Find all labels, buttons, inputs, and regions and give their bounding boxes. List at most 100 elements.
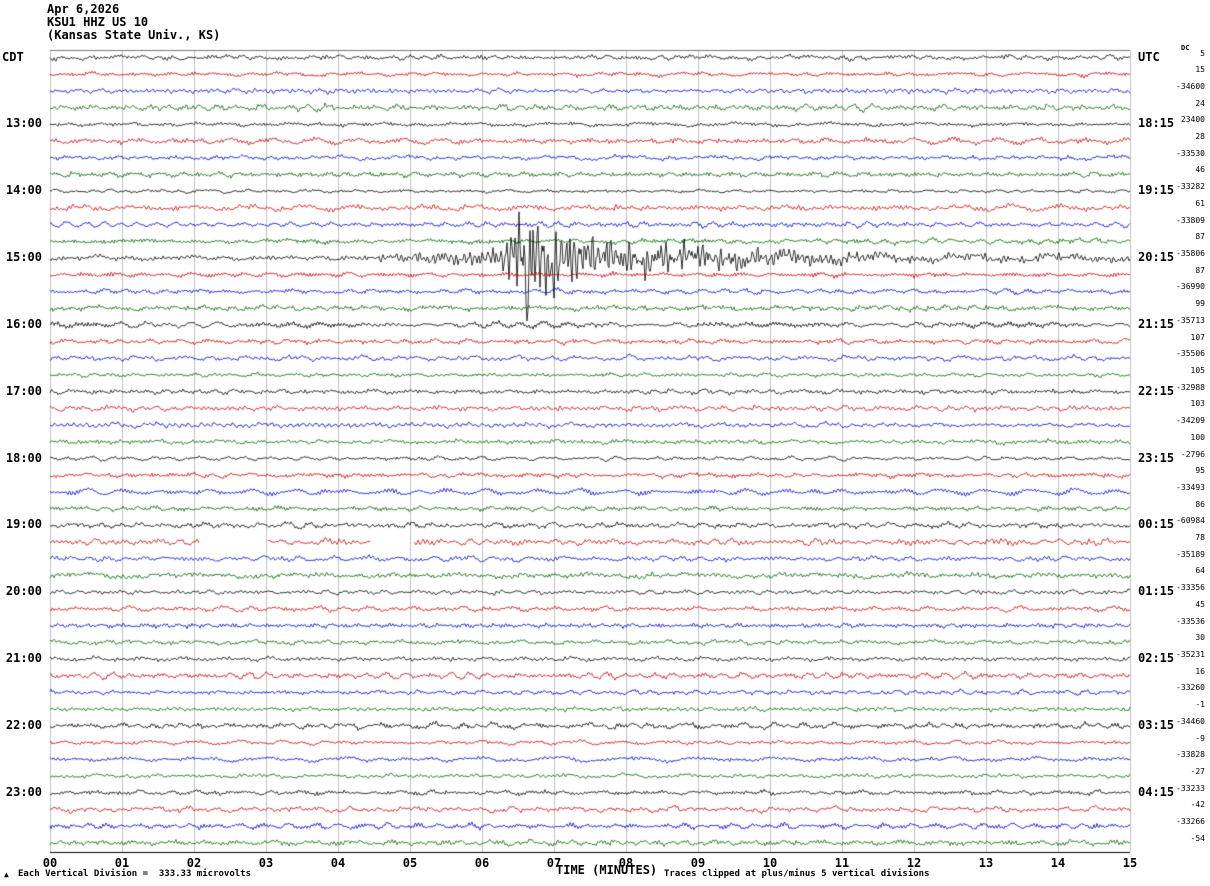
dc-offset-value: 23400 [1180,115,1205,125]
x-axis-tick-label: 05 [402,856,418,870]
division-note: Each Vertical Division = 333.33 microvol… [18,869,251,879]
left-timezone-label: CDT [2,49,24,64]
left-time-label: 17:00 [5,383,42,398]
dc-offset-value: 95 [1195,466,1205,476]
left-time-labels: CDT 13:00 14:00 15:00 16:00 17:00 18:00 19:00 20… [0,0,46,886]
dc-offset-values: 5 15 -34600 24 23400 28 -33530 46 -33282 61 -33809… [1148,0,1207,886]
dc-offset-value: 99 [1195,299,1205,309]
right-time-label: 00:15 [1138,517,1175,532]
dc-offset-value: 105 [1190,365,1205,375]
right-timezone-label: UTC [1138,49,1160,64]
dc-offset-value: -35506 [1176,349,1205,359]
right-time-labels: UTC 18:15 19:15 20:15 21:15 22:15 23:15 00:15 01… [1134,0,1180,886]
dc-offset-value: 15 [1195,65,1205,75]
right-time-label: 21:15 [1138,316,1175,331]
left-time-label: 22:00 [5,717,42,732]
left-time-label: 20:00 [5,584,42,599]
logo-mark: ▲ [4,870,9,879]
x-axis-tick-label: 01 [114,856,130,870]
dc-offset-value: -27 [1190,766,1205,776]
dc-offset-label: DC [1181,44,1190,52]
dc-offset-value: -60984 [1176,516,1205,526]
dc-offset-value: -35713 [1176,315,1205,325]
dc-offset-value: -42 [1190,800,1205,810]
dc-offset-value: 78 [1195,533,1205,543]
dc-offset-value: 103 [1190,399,1205,409]
left-time-label: 18:00 [5,450,42,465]
x-axis-tick-label: 06 [474,856,490,870]
dc-offset-value: 5 [1200,48,1205,58]
clip-note: Traces clipped at plus/minus 5 vertical … [664,869,930,879]
x-axis-tick-label: 02 [186,856,202,870]
dc-offset-value: -33356 [1176,583,1205,593]
x-axis-tick-label: 04 [330,856,346,870]
dc-offset-value: -33536 [1176,616,1205,626]
dc-offset-value: 100 [1190,432,1205,442]
dc-offset-value: -33266 [1176,817,1205,827]
right-time-label: 03:15 [1138,717,1175,732]
dc-offset-value: 107 [1190,332,1205,342]
left-time-label: 14:00 [5,183,42,198]
dc-offset-value: -33530 [1176,148,1205,158]
dc-offset-value: -35189 [1176,549,1205,559]
dc-offset-value: -34460 [1176,716,1205,726]
x-axis-tick-label: 09 [690,856,706,870]
dc-offset-value: 64 [1195,566,1205,576]
dc-offset-value: -33493 [1176,482,1205,492]
dc-offset-value: -33809 [1176,215,1205,225]
right-time-label: 20:15 [1138,250,1175,264]
dc-offset-value: 30 [1195,633,1205,643]
dc-offset-value: 61 [1195,198,1205,208]
left-time-label: 19:00 [5,517,42,532]
right-time-label: 04:15 [1138,784,1175,799]
left-time-label: 15:00 [5,250,42,264]
left-time-label: 21:00 [5,651,42,665]
dc-offset-value: -34209 [1176,416,1205,426]
right-time-label: 02:15 [1138,651,1175,665]
x-axis-title: TIME (MINUTES) [556,863,658,877]
right-time-label: 23:15 [1138,450,1175,465]
dc-offset-value: -9 [1195,733,1205,743]
dc-offset-value: -33828 [1176,750,1205,760]
dc-offset-value: -54 [1190,833,1205,843]
dc-offset-value: -2796 [1180,449,1205,459]
dc-offset-value: 87 [1195,232,1205,242]
x-axis-tick-label: 07 [546,856,562,870]
x-axis-tick-label: 03 [258,856,274,870]
x-axis-tick-label: 10 [762,856,778,870]
dc-offset-value: -33233 [1176,783,1205,793]
header: Apr 6,2026 KSU1 HHZ US 10 (Kansas State … [47,3,220,42]
dc-offset-value: 87 [1195,265,1205,275]
dc-offset-value: -35231 [1176,650,1205,659]
dc-offset-value: 86 [1195,499,1205,509]
left-time-label: 23:00 [5,784,42,799]
dc-offset-value: -36990 [1176,282,1205,292]
header-affiliation: (Kansas State Univ., KS) [47,28,221,42]
dc-offset-value: 46 [1195,165,1205,175]
dc-offset-value: -33282 [1176,182,1205,192]
dc-offset-value: 28 [1195,132,1205,142]
dc-offset-value: -1 [1195,700,1205,710]
right-time-label: 01:15 [1138,584,1175,599]
dc-offset-value: 16 [1195,666,1205,676]
x-axis-tick-label: 13 [978,856,994,870]
dc-offset-value: -35806 [1176,249,1205,258]
header-date: Apr 6,2026 [47,2,120,16]
x-axis-tick-label: 08 [618,856,634,870]
right-time-label: 22:15 [1138,383,1175,398]
dc-offset-value: -34600 [1176,81,1205,91]
dc-offset-value: -33260 [1176,683,1205,693]
x-axis-tick-label: 00 [42,856,58,870]
dc-offset-value: 24 [1195,98,1205,108]
left-time-label: 13:00 [5,116,42,131]
x-axis-tick-label: 12 [906,856,922,870]
dc-offset-value: -32988 [1176,382,1205,392]
right-time-label: 18:15 [1138,116,1175,131]
left-time-label: 16:00 [5,316,42,331]
header-station: KSU1 HHZ US 10 [47,15,149,29]
dc-offset-value: 45 [1195,599,1205,609]
x-axis-tick-label: 15 [1122,856,1138,870]
